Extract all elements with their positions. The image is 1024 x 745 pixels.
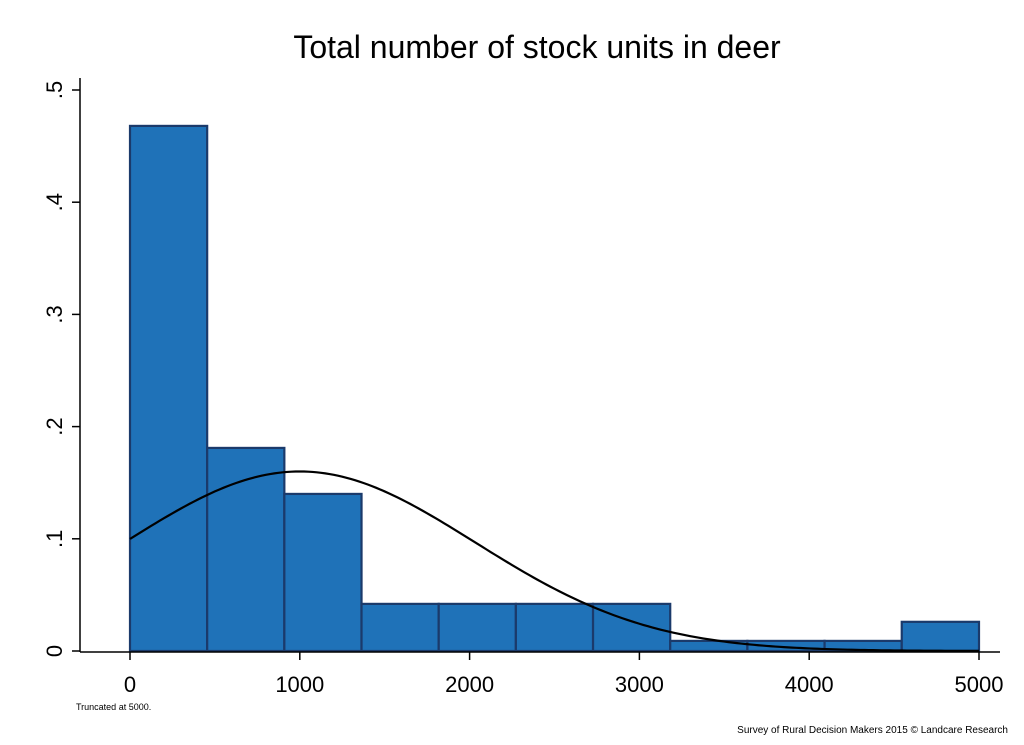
histogram-bar-4 [360, 602, 440, 653]
histogram-bar-1 [128, 124, 209, 653]
y-tick-label-0: 0 [42, 645, 67, 657]
x-tick-label-1: 1000 [275, 672, 324, 697]
normal-density-curve [129, 470, 979, 652]
x-tick-label-0: 0 [124, 672, 136, 697]
y-tick-label-3: .3 [42, 305, 67, 323]
x-tick-label-5: 5000 [955, 672, 1004, 697]
bars-group [128, 124, 981, 653]
histogram-bar-3 [283, 492, 363, 653]
histogram-bar-6 [514, 602, 595, 653]
histogram-bar-5 [437, 602, 517, 653]
y-tick-label-5: .5 [42, 81, 67, 99]
x-tick-label-3: 3000 [615, 672, 664, 697]
y-tick-label-2: .2 [42, 417, 67, 435]
x-tick-label-2: 2000 [445, 672, 494, 697]
y-tick-label-4: .4 [42, 193, 67, 211]
truncation-note: Truncated at 5000. [76, 702, 151, 712]
source-credit: Survey of Rural Decision Makers 2015 © L… [737, 725, 1008, 736]
y-tick-label-1: .1 [42, 530, 67, 548]
x-tick-label-4: 4000 [785, 672, 834, 697]
axes-group: 0 .1 .2 .3 .4 .5 0 1000 2000 3000 4000 5000 [42, 78, 1004, 697]
histogram-bar-11 [900, 620, 981, 653]
histogram-bar-2 [206, 446, 286, 653]
chart-title: Total number of stock units in deer [293, 29, 781, 65]
